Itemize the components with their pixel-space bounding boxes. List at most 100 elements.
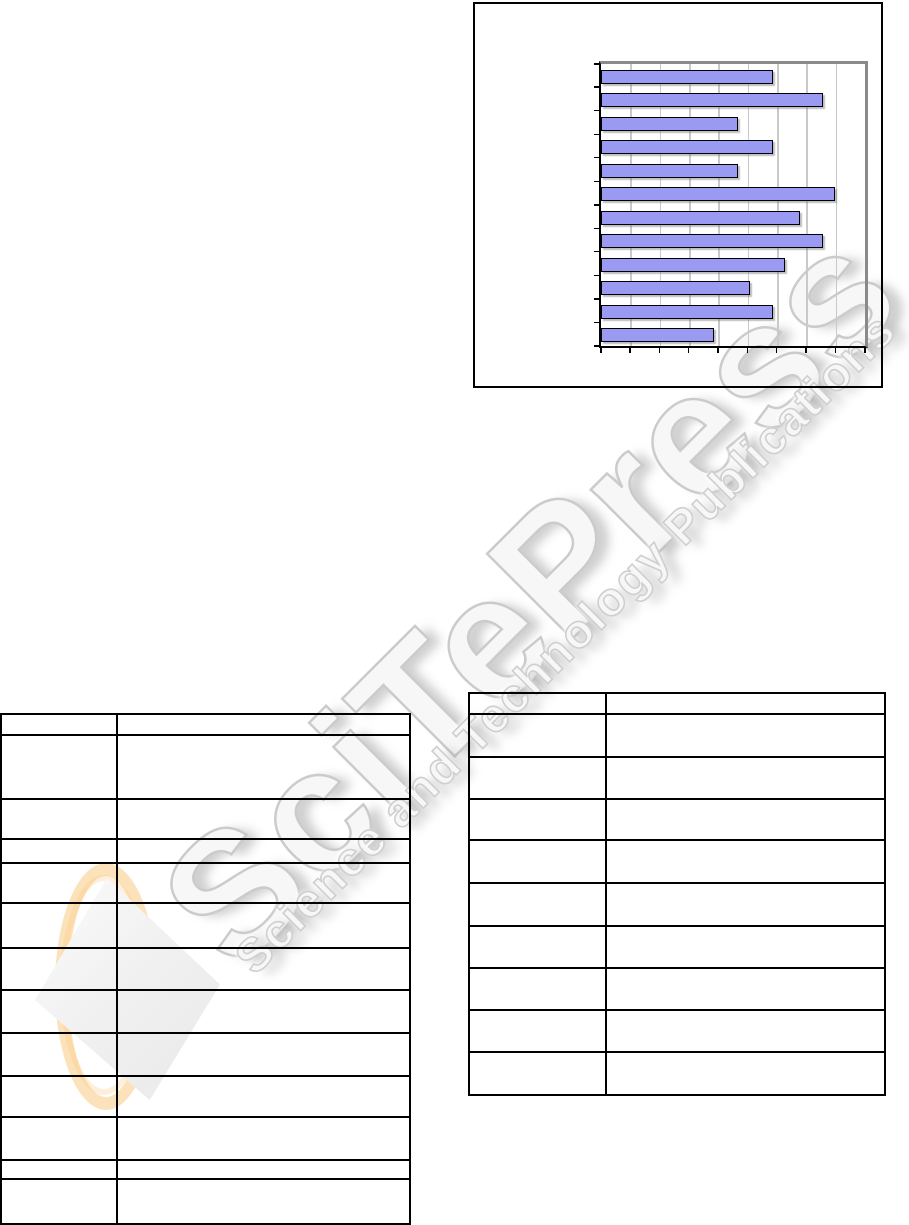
bar xyxy=(601,140,774,154)
table-cell xyxy=(116,989,411,1034)
bar xyxy=(601,187,835,201)
table-cell xyxy=(0,713,118,736)
table-cell xyxy=(468,1009,607,1053)
table-cell xyxy=(468,839,607,884)
x-axis-tick xyxy=(629,348,631,353)
right-table xyxy=(468,692,886,1096)
gridline xyxy=(718,64,720,346)
table-cell xyxy=(116,902,411,949)
table-cell xyxy=(468,925,607,969)
bar xyxy=(601,93,823,107)
table-cell xyxy=(116,862,411,904)
table-row xyxy=(468,882,886,927)
y-axis-tick xyxy=(594,274,599,276)
table-cell xyxy=(0,947,118,991)
table-cell xyxy=(0,902,118,949)
table-cell xyxy=(116,1178,411,1225)
gridline xyxy=(806,64,808,346)
x-axis-tick xyxy=(658,348,661,353)
x-axis-tick xyxy=(600,348,602,353)
table-cell xyxy=(468,798,607,841)
bar xyxy=(601,210,800,225)
bar xyxy=(601,234,823,248)
table-cell xyxy=(0,734,118,800)
y-axis-tick xyxy=(594,86,599,88)
table-row xyxy=(0,862,411,904)
y-axis-tick xyxy=(594,109,599,112)
table-row xyxy=(0,902,411,949)
table-cell xyxy=(116,1159,411,1180)
gridline xyxy=(689,64,691,346)
table-row xyxy=(468,798,886,841)
table-cell xyxy=(0,1075,118,1118)
table-cell xyxy=(0,1178,118,1225)
plot-area xyxy=(594,61,868,353)
table-cell xyxy=(0,862,118,904)
table-cell xyxy=(605,756,886,800)
gridline xyxy=(630,64,632,346)
table-cell xyxy=(468,967,607,1011)
table-row xyxy=(468,925,886,969)
y-axis-tick xyxy=(594,298,599,300)
x-axis-tick xyxy=(864,348,866,353)
table-cell xyxy=(0,989,118,1034)
table-row xyxy=(468,713,886,758)
table-cell xyxy=(468,1051,607,1096)
table-cell xyxy=(0,1032,118,1077)
bar xyxy=(601,328,715,342)
table-cell xyxy=(116,1032,411,1077)
x-axis-tick xyxy=(805,348,807,353)
gridline xyxy=(835,64,838,346)
y-axis-tick xyxy=(594,63,599,65)
table-cell xyxy=(468,713,607,758)
table-cell xyxy=(116,838,411,864)
table-cell xyxy=(0,798,118,840)
table-row xyxy=(468,692,886,715)
table-row xyxy=(0,989,411,1034)
table-cell xyxy=(0,1159,118,1180)
left-table xyxy=(0,713,411,1225)
table-cell xyxy=(605,882,886,927)
y-axis-tick xyxy=(594,227,599,229)
y-axis-tick xyxy=(594,250,599,253)
table-cell xyxy=(116,1116,411,1161)
bar xyxy=(601,257,785,272)
gridline xyxy=(659,64,662,346)
table-cell xyxy=(468,882,607,927)
bar xyxy=(601,304,774,319)
table-row xyxy=(0,1075,411,1118)
y-axis-tick xyxy=(594,133,599,135)
table-row xyxy=(0,798,411,840)
table-cell xyxy=(116,1075,411,1118)
table-cell xyxy=(605,1009,886,1053)
bar xyxy=(601,163,738,178)
table-cell xyxy=(0,838,118,864)
table-row xyxy=(0,713,411,736)
table-cell xyxy=(605,925,886,969)
gridline xyxy=(747,64,750,346)
y-axis-tick xyxy=(594,321,599,323)
x-axis-tick xyxy=(834,348,837,353)
table-row xyxy=(468,839,886,884)
y-axis-tick xyxy=(594,204,599,206)
table-row xyxy=(0,838,411,864)
table-cell xyxy=(605,967,886,1011)
x-axis-tick xyxy=(775,348,778,353)
x-axis-tick xyxy=(746,348,749,353)
y-axis-tick xyxy=(594,345,599,347)
table-cell xyxy=(116,947,411,991)
table-row xyxy=(0,1032,411,1077)
table-cell xyxy=(116,734,411,800)
bar xyxy=(601,116,738,131)
table-cell xyxy=(605,798,886,841)
table-cell xyxy=(605,839,886,884)
gridline xyxy=(777,64,779,346)
table-cell xyxy=(116,798,411,840)
table-cell xyxy=(116,713,411,736)
bar xyxy=(601,281,750,295)
x-axis-tick xyxy=(687,348,690,353)
table-row xyxy=(0,734,411,800)
bar xyxy=(601,69,774,84)
figure-bar-chart xyxy=(473,2,883,388)
